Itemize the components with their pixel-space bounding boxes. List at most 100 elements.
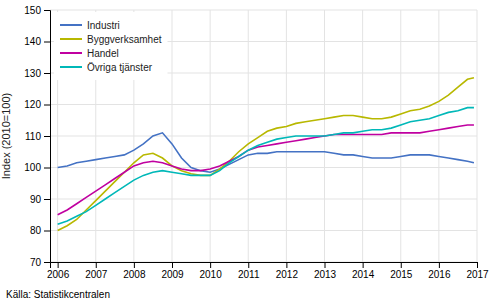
x-tick: 2009: [161, 262, 184, 280]
x-tick-mark: [210, 262, 211, 268]
x-tick-label: 2008: [123, 269, 146, 280]
x-tick-label: 2006: [47, 269, 70, 280]
y-tick-label: 70: [30, 257, 42, 268]
y-axis: 70 80 90 100 110 120 130 140 150: [24, 5, 50, 268]
grid-line-x: [400, 10, 401, 262]
y-tick-label: 140: [24, 36, 41, 47]
x-tick: 2010: [200, 262, 223, 280]
y-tick-label: 130: [24, 68, 41, 79]
plot-area: 2006 2007 2008 2009 2010 2011 2012 2013 2014 2015…: [0, 5, 489, 280]
x-tick-mark: [96, 262, 97, 268]
x-tick-label: 2013: [314, 269, 337, 280]
y-axis-line: [44, 11, 51, 263]
y-tick-mark: [44, 73, 50, 74]
x-tick: 2007: [85, 262, 108, 280]
grid: [50, 10, 477, 262]
legend-background: [54, 12, 167, 80]
y-axis-title: Index (2010=100): [0, 93, 12, 180]
x-axis-line: [51, 263, 478, 269]
y-tick-mark: [44, 10, 50, 11]
y-tick: 70: [30, 257, 50, 268]
x-tick-label: 2010: [200, 269, 223, 280]
y-tick-mark: [44, 136, 50, 137]
x-tick: 2017: [466, 262, 489, 280]
grid-line-y: [50, 167, 477, 168]
y-tick-label: 110: [25, 131, 41, 142]
x-tick: 2013: [314, 262, 337, 280]
legend-item: Övriga tjänster: [60, 62, 153, 73]
grid-line-x: [210, 10, 211, 262]
legend-item: Handel: [60, 48, 119, 59]
x-tick-label: 2016: [428, 269, 451, 280]
x-tick-mark: [477, 262, 478, 268]
legend-label: Byggverksamhet: [87, 34, 162, 45]
series-line: [58, 133, 474, 172]
grid-line-x: [477, 10, 478, 262]
x-tick-label: 2009: [161, 269, 184, 280]
grid-line-y: [50, 104, 477, 105]
legend-swatch: [60, 38, 82, 40]
x-tick-mark: [286, 262, 287, 268]
x-tick-mark: [248, 262, 249, 268]
x-tick: 2006: [47, 262, 70, 280]
x-tick: 2011: [238, 262, 260, 280]
chart-container: 2006 2007 2008 2009 2010 2011 2012 2013 2014 2015…: [0, 0, 493, 304]
x-tick-mark: [134, 262, 135, 268]
x-tick-mark: [172, 262, 173, 268]
x-tick-mark: [58, 262, 59, 268]
x-tick-label: 2014: [352, 269, 375, 280]
y-tick-mark: [44, 105, 50, 106]
x-tick-label: 2012: [276, 269, 299, 280]
source-note: Källa: Statistikcentralen: [6, 289, 110, 300]
grid-line-x: [362, 10, 363, 262]
grid-line-y: [50, 136, 477, 137]
grid-line-x: [172, 10, 173, 262]
y-tick-label: 80: [30, 225, 42, 236]
y-tick-label: 150: [24, 5, 41, 16]
grid-line-y: [50, 10, 477, 11]
series-line: [58, 78, 474, 231]
y-tick: 90: [30, 194, 50, 205]
y-tick: 110: [25, 131, 50, 142]
y-tick: 100: [24, 162, 50, 173]
legend-label: Övriga tjänster: [87, 62, 153, 73]
legend-swatch: [60, 66, 82, 68]
series-line: [58, 125, 474, 215]
line-chart: 2006 2007 2008 2009 2010 2011 2012 2013 2014 2015…: [0, 0, 493, 304]
lines: [58, 78, 474, 231]
x-tick-mark: [325, 262, 326, 268]
x-tick-mark: [439, 262, 440, 268]
x-tick-mark: [401, 262, 402, 268]
x-tick: 2015: [390, 262, 413, 280]
x-tick-label: 2015: [390, 269, 413, 280]
x-tick: 2016: [428, 262, 451, 280]
legend: Industri Byggverksamhet Handel Övriga tjäns…: [54, 12, 167, 80]
grid-line-x: [286, 10, 287, 262]
y-tick-mark: [44, 42, 50, 43]
x-tick-label: 2017: [466, 269, 489, 280]
x-tick-label: 2007: [85, 269, 108, 280]
y-tick-mark: [44, 168, 50, 169]
y-tick-label: 120: [24, 99, 41, 110]
y-tick-label: 100: [24, 162, 41, 173]
grid-line-x: [248, 10, 249, 262]
y-tick: 150: [24, 5, 50, 16]
grid-line-y: [50, 230, 477, 231]
y-tick: 140: [24, 36, 50, 47]
y-tick-mark: [44, 231, 50, 232]
x-tick-mark: [363, 262, 364, 268]
x-tick-label: 2011: [238, 269, 260, 280]
legend-item: Byggverksamhet: [60, 34, 162, 45]
legend-swatch: [60, 24, 82, 26]
grid-line-x: [438, 10, 439, 262]
series-line: [58, 108, 474, 225]
legend-label: Industri: [87, 20, 120, 31]
grid-line-y: [50, 199, 477, 200]
legend-item: Industri: [60, 20, 120, 31]
y-tick: 80: [30, 225, 50, 236]
y-tick: 130: [24, 68, 50, 79]
y-tick-mark: [44, 199, 50, 200]
y-tick-mark: [44, 262, 50, 263]
x-tick: 2012: [276, 262, 299, 280]
x-tick: 2014: [352, 262, 375, 280]
